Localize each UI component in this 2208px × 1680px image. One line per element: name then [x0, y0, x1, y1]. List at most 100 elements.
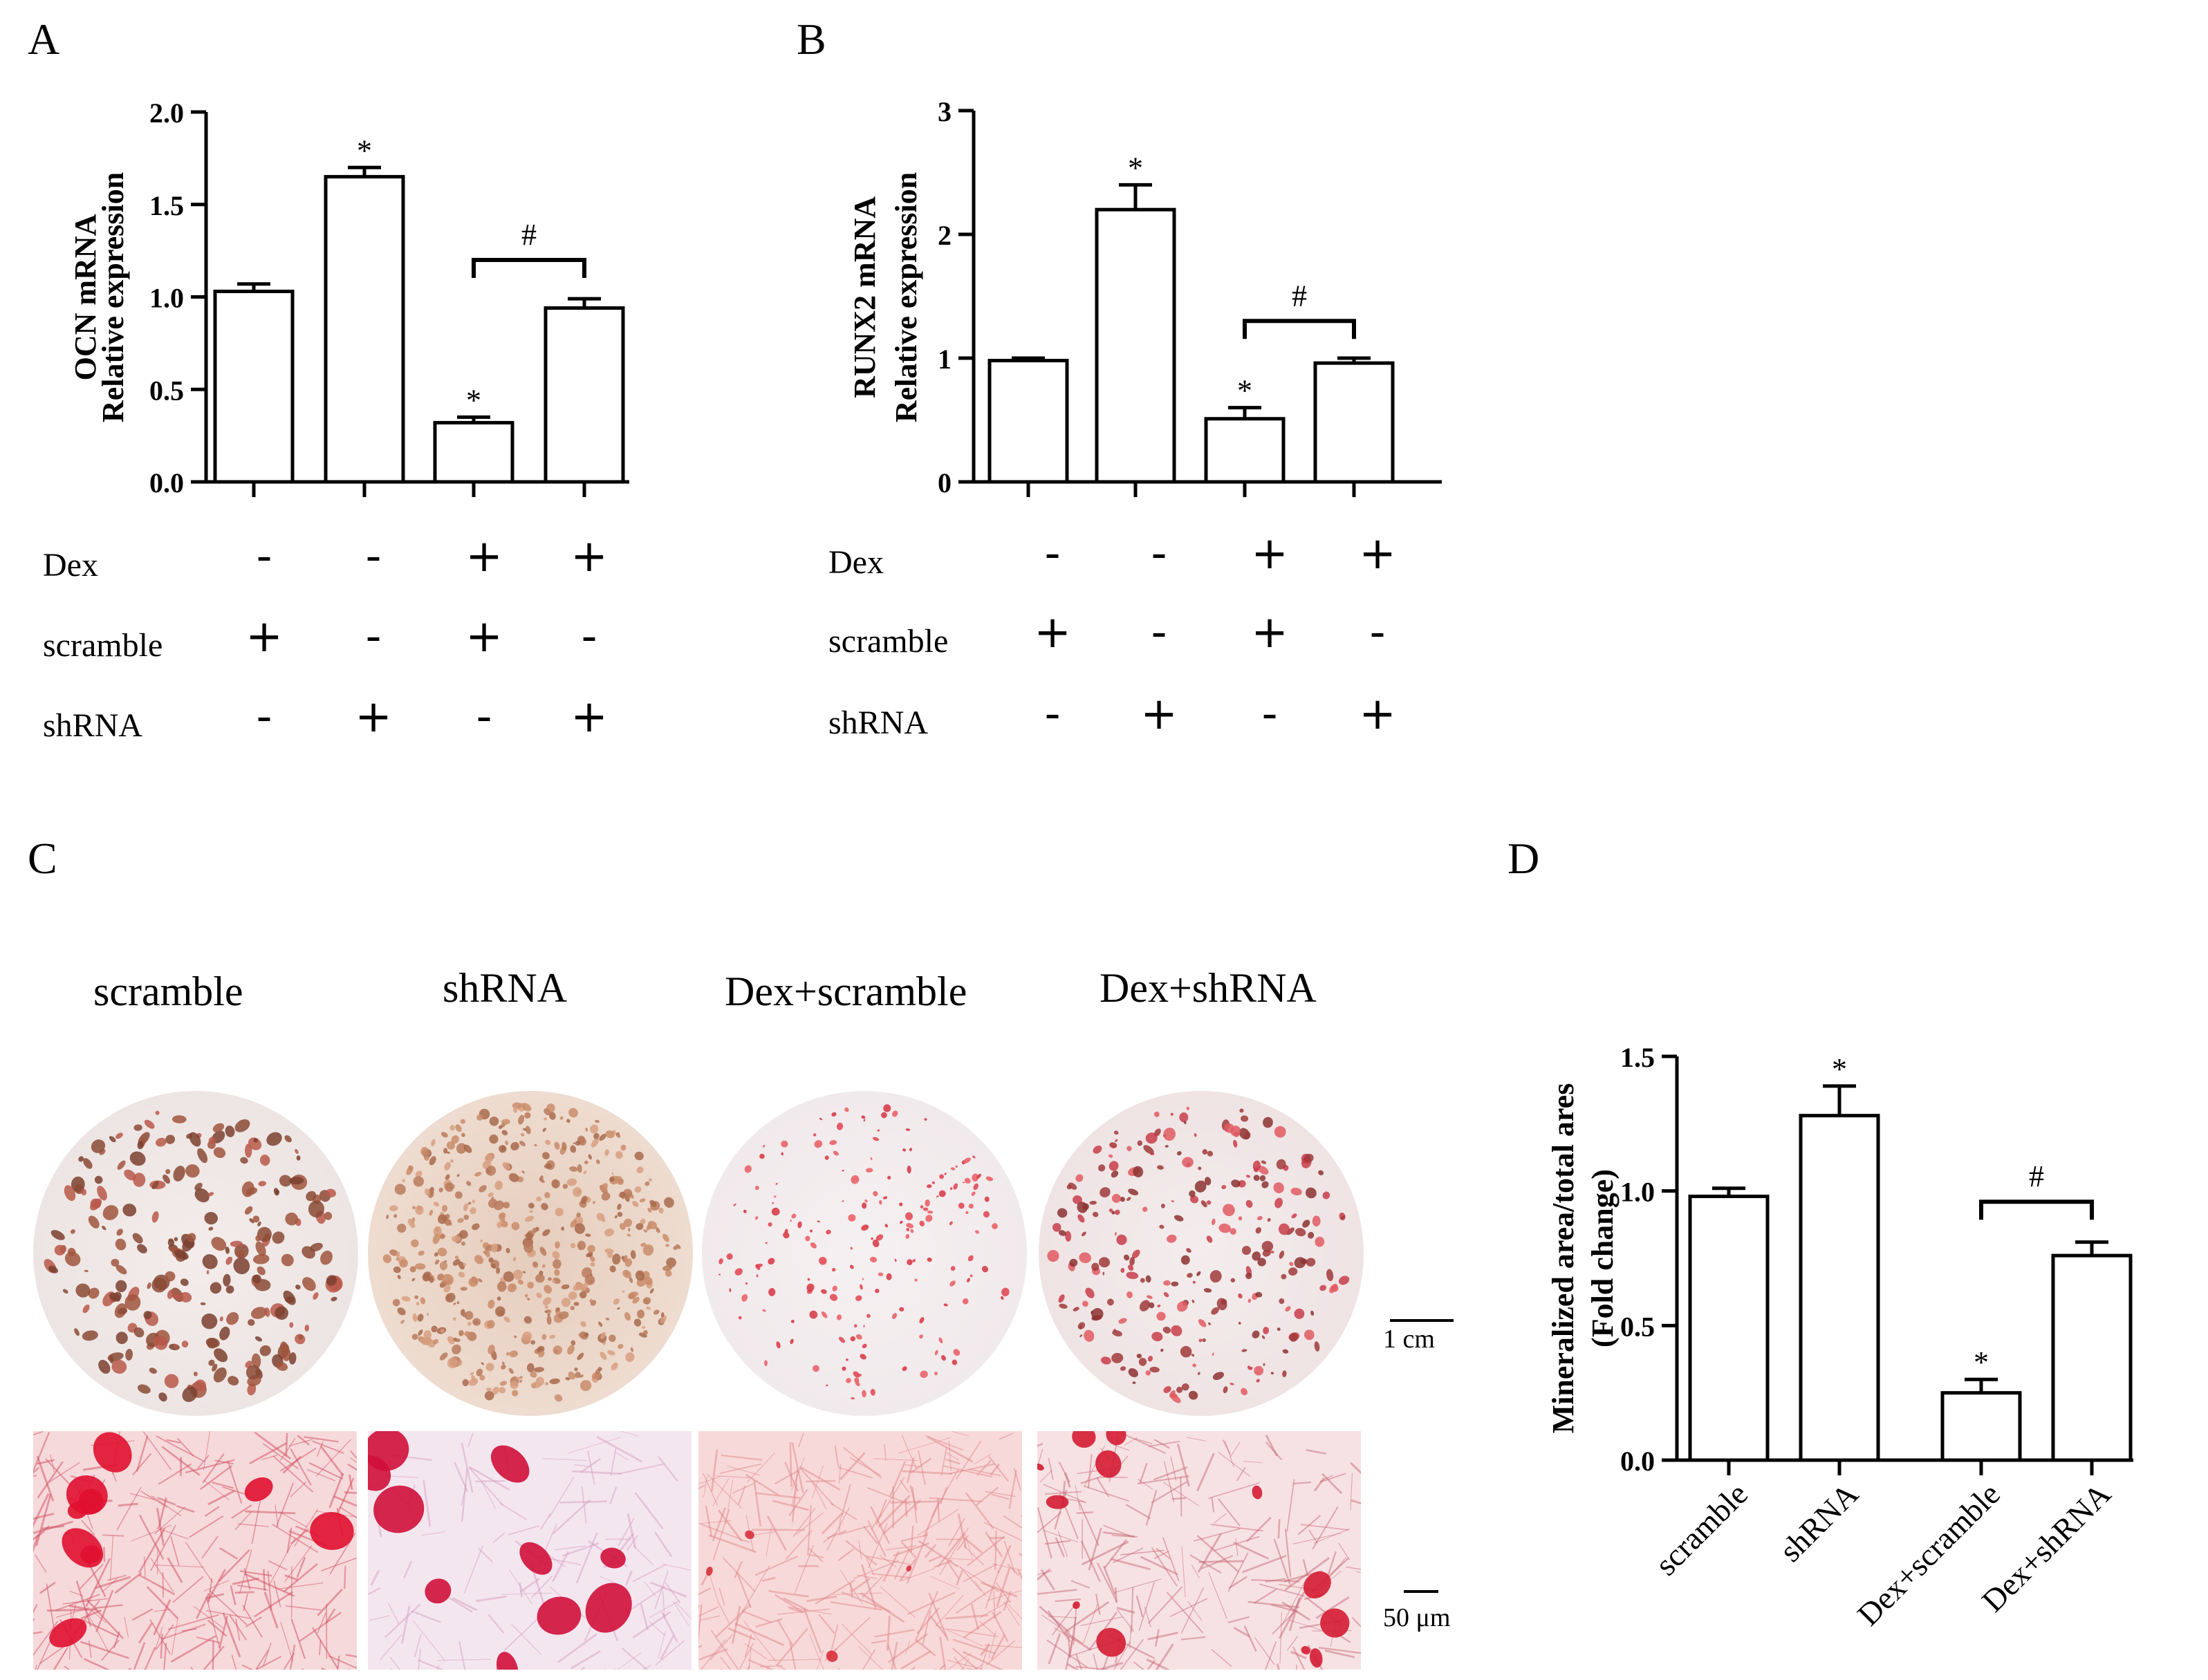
- minus-sign: -: [1261, 689, 1278, 740]
- cell-fiber: [570, 1650, 601, 1670]
- cell-fiber: [658, 1630, 666, 1659]
- stain-spot: [425, 1188, 430, 1196]
- cell-fiber: [170, 1635, 216, 1663]
- stain-spot: [976, 1173, 981, 1179]
- cell-fiber: [838, 1525, 871, 1536]
- stain-spot: [439, 1352, 448, 1361]
- stain-spot: [759, 1153, 765, 1159]
- stain-spot: [503, 1271, 514, 1282]
- stain-spot: [609, 1334, 616, 1343]
- bar-b: [987, 359, 1069, 484]
- bar-d: [1940, 1391, 2022, 1462]
- stain-spot: [454, 1191, 463, 1200]
- stain-spot: [64, 1251, 81, 1267]
- stain-spot: [115, 1264, 127, 1275]
- plus-sign: +: [465, 611, 503, 662]
- stain-spot: [879, 1200, 882, 1205]
- stain-spot: [527, 1281, 535, 1289]
- stain-spot: [125, 1349, 133, 1361]
- cell-fiber: [596, 1436, 643, 1463]
- stain-spot: [855, 1295, 862, 1301]
- cell-fiber: [368, 1587, 381, 1596]
- stain-spot: [143, 1311, 152, 1320]
- cell-fiber: [230, 1585, 236, 1605]
- cell-fiber: [709, 1634, 733, 1661]
- stain-spot: [1186, 1106, 1190, 1110]
- cell-fiber: [306, 1468, 336, 1482]
- cell-fiber: [1070, 1580, 1091, 1589]
- cell-fiber: [1292, 1481, 1312, 1485]
- cell-fiber: [231, 1654, 237, 1670]
- cell-fiber: [1180, 1636, 1206, 1641]
- stain-spot: [905, 1128, 911, 1131]
- cell-fiber: [83, 1658, 111, 1670]
- stain-spot: [1244, 1131, 1251, 1139]
- stain-spot: [862, 1202, 867, 1209]
- cell-fiber: [138, 1622, 153, 1644]
- stain-spot: [873, 1191, 878, 1197]
- cell-fiber: [624, 1570, 633, 1586]
- cell-fiber: [990, 1634, 1005, 1660]
- cell-fiber: [879, 1477, 905, 1518]
- cell-fiber: [463, 1545, 484, 1594]
- stain-spot: [48, 1265, 58, 1273]
- stain-spot: [1263, 1363, 1265, 1366]
- stain-spot: [934, 1350, 938, 1356]
- cell-fiber: [1297, 1515, 1321, 1536]
- stain-spot: [502, 1130, 505, 1132]
- cell-fiber: [437, 1659, 491, 1661]
- stain-spot: [413, 1176, 425, 1187]
- stain-spot: [208, 1137, 216, 1145]
- cell-fiber: [75, 1580, 92, 1627]
- stain-spot: [197, 1148, 208, 1164]
- stain-spot: [211, 1237, 227, 1251]
- stain-spot: [458, 1333, 462, 1336]
- cell-fiber: [272, 1455, 314, 1493]
- minus-sign: -: [1369, 607, 1386, 658]
- cell-fiber: [189, 1515, 224, 1538]
- cell-fiber: [1058, 1462, 1070, 1483]
- cell-fiber: [222, 1612, 241, 1658]
- cell-fiber: [263, 1642, 272, 1667]
- cell-fiber: [319, 1445, 344, 1477]
- stain-spot: [1273, 1182, 1284, 1193]
- stain-spot: [1180, 1255, 1190, 1265]
- cell-fiber: [1003, 1601, 1020, 1626]
- cell-fiber: [834, 1445, 839, 1468]
- stain-spot: [245, 1365, 261, 1380]
- stain-spot: [1261, 1160, 1267, 1164]
- cell-fiber: [952, 1639, 996, 1654]
- cell-fiber: [33, 1431, 44, 1436]
- cell-fiber: [1292, 1646, 1306, 1670]
- stain-spot: [875, 1289, 880, 1294]
- stain-spot: [226, 1312, 239, 1325]
- cell-fiber: [290, 1618, 306, 1659]
- cell-fiber: [1292, 1533, 1342, 1545]
- stain-spot: [1310, 1310, 1315, 1316]
- cell-fiber: [37, 1640, 51, 1670]
- scale-bar-micro: [1404, 1590, 1438, 1593]
- cell-fiber: [1055, 1537, 1066, 1558]
- stain-spot: [1252, 1251, 1261, 1261]
- stain-spot: [612, 1253, 621, 1265]
- cell-fiber: [167, 1614, 219, 1630]
- cell-fiber: [703, 1473, 718, 1506]
- cell-fiber: [755, 1618, 783, 1628]
- cell-fiber: [766, 1515, 787, 1551]
- cell-fiber: [705, 1505, 713, 1537]
- cell-fiber: [1197, 1533, 1222, 1573]
- dish-texture-dex-shrna: [1047, 1106, 1350, 1403]
- stain-spot: [1256, 1215, 1263, 1221]
- stain-spot: [519, 1379, 523, 1383]
- stain-spot: [325, 1188, 336, 1197]
- stain-spot: [295, 1149, 299, 1155]
- stain-spot: [437, 1247, 447, 1257]
- bar-a: [324, 175, 405, 484]
- cell-fiber: [746, 1664, 751, 1670]
- stain-spot: [431, 1139, 436, 1147]
- cell-fiber: [325, 1608, 336, 1624]
- cell-fiber: [131, 1524, 172, 1542]
- stain-spot: [1151, 1332, 1163, 1342]
- stain-spot: [632, 1296, 640, 1304]
- stain-spot: [559, 1116, 564, 1120]
